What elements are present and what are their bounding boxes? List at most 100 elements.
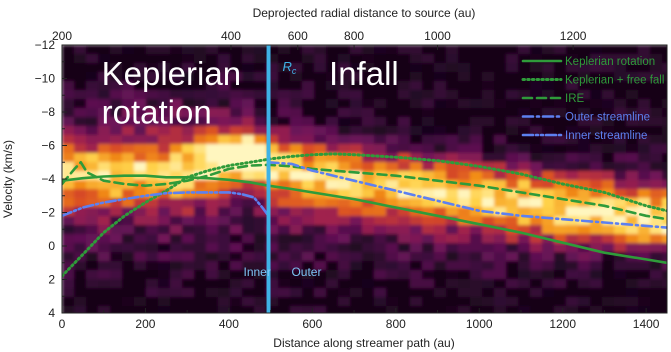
heatmap-cell xyxy=(626,297,639,307)
heatmap-cell xyxy=(158,63,171,73)
heatmap-cell xyxy=(458,261,471,271)
heatmap-cell xyxy=(98,99,111,109)
heatmap-cell xyxy=(326,108,339,118)
heatmap-cell xyxy=(530,72,543,82)
heatmap-cell xyxy=(650,306,663,313)
heatmap-cell xyxy=(638,297,651,307)
heatmap-cell xyxy=(110,153,123,163)
heatmap-cell xyxy=(158,153,171,163)
heatmap-cell xyxy=(170,297,183,307)
heatmap-cell xyxy=(266,225,279,235)
heatmap-cell xyxy=(290,306,303,313)
heatmap-cell xyxy=(554,225,567,235)
heatmap-cell xyxy=(626,54,639,64)
heatmap-cell xyxy=(374,99,387,109)
heatmap-cell xyxy=(122,153,135,163)
heatmap-cell xyxy=(386,117,399,127)
heatmap-cell xyxy=(446,126,459,136)
heatmap-cell xyxy=(590,162,603,172)
heatmap-cell xyxy=(218,108,231,118)
heatmap-cell xyxy=(98,162,111,172)
heatmap-cell xyxy=(158,126,171,136)
heatmap-cell xyxy=(662,45,667,55)
heatmap-cell xyxy=(602,252,615,262)
heatmap-cell xyxy=(386,243,399,253)
heatmap-cell xyxy=(578,135,591,145)
heatmap-cell xyxy=(326,180,339,190)
heatmap-cell xyxy=(446,99,459,109)
heatmap-cell xyxy=(326,126,339,136)
heatmap-cell xyxy=(74,99,87,109)
heatmap-cell xyxy=(434,90,447,100)
heatmap-cell xyxy=(662,270,667,280)
heatmap-cell xyxy=(194,234,207,244)
heatmap-cell xyxy=(386,99,399,109)
heatmap-cell xyxy=(506,216,519,226)
heatmap-cell xyxy=(146,99,159,109)
heatmap-cell xyxy=(362,189,375,199)
heatmap-cell xyxy=(302,63,315,73)
heatmap-cell xyxy=(626,225,639,235)
heatmap-cell xyxy=(470,171,483,181)
heatmap-cell xyxy=(506,180,519,190)
heatmap-cell xyxy=(590,306,603,313)
heatmap-cell xyxy=(518,63,531,73)
heatmap-cell xyxy=(626,234,639,244)
heatmap-cell xyxy=(518,279,531,289)
heatmap-cell xyxy=(122,135,135,145)
heatmap-cell xyxy=(74,198,87,208)
heatmap-cell xyxy=(350,198,363,208)
heatmap-cell xyxy=(386,252,399,262)
heatmap-cell xyxy=(350,126,363,136)
heatmap-cell xyxy=(446,63,459,73)
heatmap-cell xyxy=(74,153,87,163)
heatmap-cell xyxy=(170,198,183,208)
heatmap-cell xyxy=(182,270,195,280)
heatmap-cell xyxy=(542,288,555,298)
heatmap-cell xyxy=(482,99,495,109)
heatmap-cell xyxy=(170,225,183,235)
heatmap-cell xyxy=(338,135,351,145)
heatmap-cell xyxy=(62,99,75,109)
x-tick-label: 800 xyxy=(386,317,406,331)
heatmap-cell xyxy=(242,54,255,64)
annotation-infall: Infall xyxy=(329,55,399,92)
heatmap-cell xyxy=(170,279,183,289)
heatmap-cell xyxy=(74,180,87,190)
heatmap-cell xyxy=(410,279,423,289)
heatmap-cell xyxy=(62,72,75,82)
heatmap-cell xyxy=(86,54,99,64)
heatmap-cell xyxy=(74,243,87,253)
heatmap-cell xyxy=(566,81,579,91)
heatmap-cell xyxy=(170,162,183,172)
heatmap-cell xyxy=(554,207,567,217)
heatmap-cell xyxy=(470,63,483,73)
heatmap-cell xyxy=(182,144,195,154)
heatmap-cell xyxy=(482,108,495,118)
heatmap-cell xyxy=(638,270,651,280)
heatmap-cell xyxy=(278,252,291,262)
heatmap-cell xyxy=(218,225,231,235)
heatmap-cell xyxy=(398,279,411,289)
heatmap-cell xyxy=(194,243,207,253)
heatmap-cell xyxy=(254,306,267,313)
heatmap-cell xyxy=(362,306,375,313)
heatmap-cell xyxy=(326,252,339,262)
heatmap-cell xyxy=(410,135,423,145)
heatmap-cell xyxy=(506,45,519,55)
heatmap-cell xyxy=(170,81,183,91)
heatmap-cell xyxy=(302,216,315,226)
heatmap-cell xyxy=(422,108,435,118)
heatmap-cell xyxy=(482,261,495,271)
heatmap-cell xyxy=(542,81,555,91)
heatmap-cell xyxy=(662,162,667,172)
heatmap-cell xyxy=(302,72,315,82)
heatmap-cell xyxy=(242,207,255,217)
heatmap-cell xyxy=(86,270,99,280)
heatmap-cell xyxy=(302,45,315,55)
heatmap-cell xyxy=(506,252,519,262)
heatmap-cell xyxy=(614,144,627,154)
heatmap-cell xyxy=(482,306,495,313)
heatmap-cell xyxy=(134,72,147,82)
